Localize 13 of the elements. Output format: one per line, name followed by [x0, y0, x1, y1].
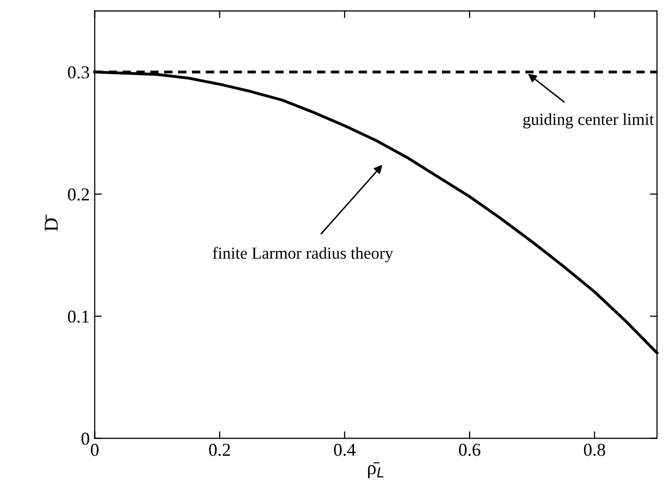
y-tick-label: 0.2 [68, 188, 89, 201]
x-tick-label: 0.4 [334, 444, 356, 456]
y-tick-label: 0.3 [68, 66, 90, 79]
y-axis-title: D̄ [44, 214, 58, 232]
x-tick-label: 0.6 [458, 444, 480, 456]
x-tick-label: 0.2 [209, 444, 230, 456]
annotation: guiding center limit [523, 113, 654, 128]
y-tick-label: 0.1 [68, 310, 89, 323]
annotation: finite Larmor radius theory [212, 246, 394, 262]
x-axis-title: ρ̄$_{L}$ [368, 462, 384, 478]
x-tick-label: 0 [90, 444, 99, 456]
y-tick-label: 0 [82, 432, 90, 445]
x-tick-label: 0.8 [584, 444, 606, 456]
